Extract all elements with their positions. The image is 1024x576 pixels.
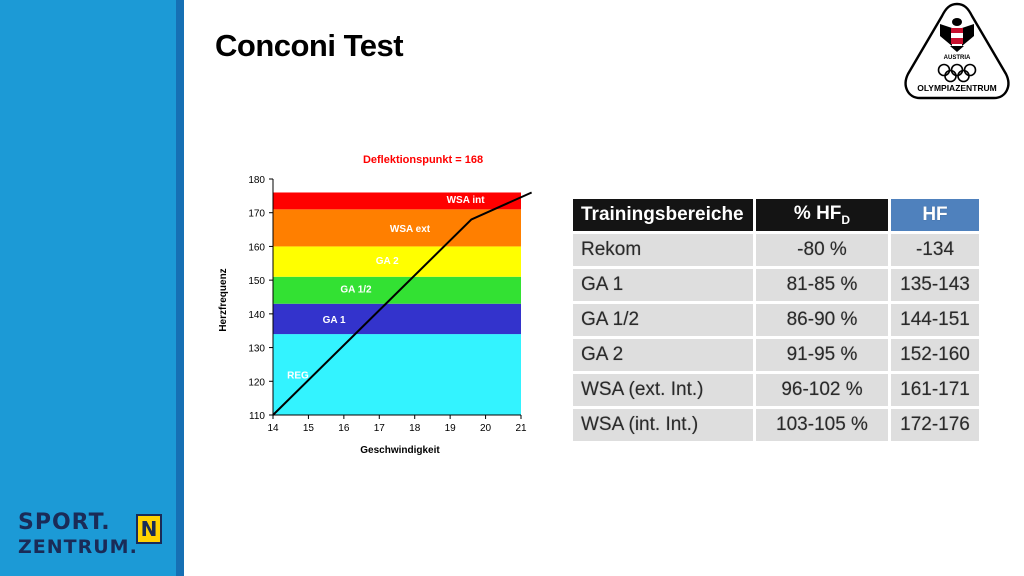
cell-name: GA 1/2 (573, 304, 753, 336)
eagle-icon (940, 18, 974, 52)
cell-pct: 81-85 % (756, 269, 888, 301)
table-header-row: Trainingsbereiche % HFD HF (573, 199, 979, 231)
chart-zone-band (273, 334, 521, 415)
chart-x-tick-label: 15 (303, 423, 315, 434)
cell-hf: 144-151 (891, 304, 979, 336)
chart-x-tick-label: 21 (515, 423, 527, 434)
sidebar (0, 0, 176, 576)
chart-x-tick-label: 17 (374, 423, 386, 434)
cell-hf: 161-171 (891, 374, 979, 406)
cell-pct: 96-102 % (756, 374, 888, 406)
chart-series-line (272, 191, 533, 416)
cell-hf: 172-176 (891, 409, 979, 441)
brand-badge: N (136, 514, 162, 544)
chart-zone-band (273, 303, 521, 335)
chart-y-tick-label: 120 (248, 377, 265, 388)
chart-zone-band (273, 192, 521, 210)
chart-title: Deflektionspunkt = 168 (363, 154, 483, 166)
logo-name: OLYMPIAZENTRUM (917, 83, 997, 93)
logo-austria-label: AUSTRIA (943, 55, 971, 61)
sport-zentrum-logo: SPORT. ZENTRUM. N (18, 512, 178, 560)
chart-y-tick-label: 160 (248, 242, 265, 253)
chart-zone-label: WSA ext (390, 224, 431, 235)
chart-x-tick-label: 14 (267, 423, 279, 434)
chart-line-group (272, 191, 533, 416)
chart-y-tick-label: 180 (248, 175, 265, 186)
chart-x-tick-label: 18 (409, 423, 421, 434)
chart-zone-band (273, 246, 521, 277)
table-row: GA 1/2 86-90 % 144-151 (573, 304, 979, 336)
conconi-chart: REG GA 1 GA 1/2 GA 2 WSA ext WSA int 14 15 16 17… (210, 145, 540, 465)
cell-pct: -80 % (756, 234, 888, 266)
chart-x-tick-label: 16 (338, 423, 350, 434)
training-zones-table: Trainingsbereiche % HFD HF Rekom -80 % -… (570, 196, 982, 444)
table-row: WSA (int. Int.) 103-105 % 172-176 (573, 409, 979, 441)
chart-zone-label: GA 1 (323, 315, 346, 326)
chart-zone-label: GA 1/2 (340, 285, 372, 296)
header-pct-hf: % HFD (756, 199, 888, 231)
chart-y-tick-label: 170 (248, 209, 265, 220)
olympic-rings-icon (937, 63, 977, 83)
chart-y-tick-label: 130 (248, 344, 265, 355)
chart-x-axis-label: Geschwindigkeit (360, 445, 440, 456)
brand-line-2: ZENTRUM. (18, 536, 138, 558)
cell-name: WSA (int. Int.) (573, 409, 753, 441)
sidebar-edge (176, 0, 184, 576)
chart-svg: REG GA 1 GA 1/2 GA 2 WSA ext WSA int 14 15 16 17… (218, 154, 533, 456)
logo-shield-icon (904, 2, 1010, 100)
chart-y-axis-label: Herzfrequenz (218, 268, 229, 331)
header-pct-hf-label: % HF (793, 203, 842, 225)
chart-y-tick-label: 150 (248, 276, 265, 287)
cell-hf: 135-143 (891, 269, 979, 301)
cell-hf: -134 (891, 234, 979, 266)
chart-x-tick-label: 20 (480, 423, 492, 434)
header-hf: HF (891, 199, 979, 231)
table-row: GA 1 81-85 % 135-143 (573, 269, 979, 301)
cell-name: WSA (ext. Int.) (573, 374, 753, 406)
cell-pct: 103-105 % (756, 409, 888, 441)
cell-name: GA 2 (573, 339, 753, 371)
header-pct-hf-sub: D (841, 212, 851, 227)
olympiazentrum-logo: AUSTRIA OLYMPIAZENTRUM (900, 0, 1014, 104)
header-trainingsbereiche: Trainingsbereiche (573, 199, 753, 231)
cell-hf: 152-160 (891, 339, 979, 371)
chart-x-tick-label: 19 (445, 423, 457, 434)
cell-name: GA 1 (573, 269, 753, 301)
brand-line-1: SPORT. (18, 510, 111, 535)
chart-axes: 14 15 16 17 18 19 20 21 110 120 130 140 150 160 170 180 (248, 175, 527, 434)
cell-name: Rekom (573, 234, 753, 266)
chart-y-tick-label: 110 (249, 411, 265, 422)
cell-pct: 91-95 % (756, 339, 888, 371)
cell-pct: 86-90 % (756, 304, 888, 336)
chart-zone-label: GA 2 (376, 256, 399, 267)
table-row: GA 2 91-95 % 152-160 (573, 339, 979, 371)
chart-zone-label: WSA int (447, 195, 486, 206)
table-row: WSA (ext. Int.) 96-102 % 161-171 (573, 374, 979, 406)
chart-zones: REG GA 1 GA 1/2 GA 2 WSA ext WSA int (273, 192, 521, 415)
chart-zone-band (273, 276, 521, 304)
slide-title: Conconi Test (215, 28, 404, 63)
chart-y-tick-label: 140 (248, 310, 265, 321)
table-row: Rekom -80 % -134 (573, 234, 979, 266)
chart-zone-label: REG (287, 371, 309, 382)
